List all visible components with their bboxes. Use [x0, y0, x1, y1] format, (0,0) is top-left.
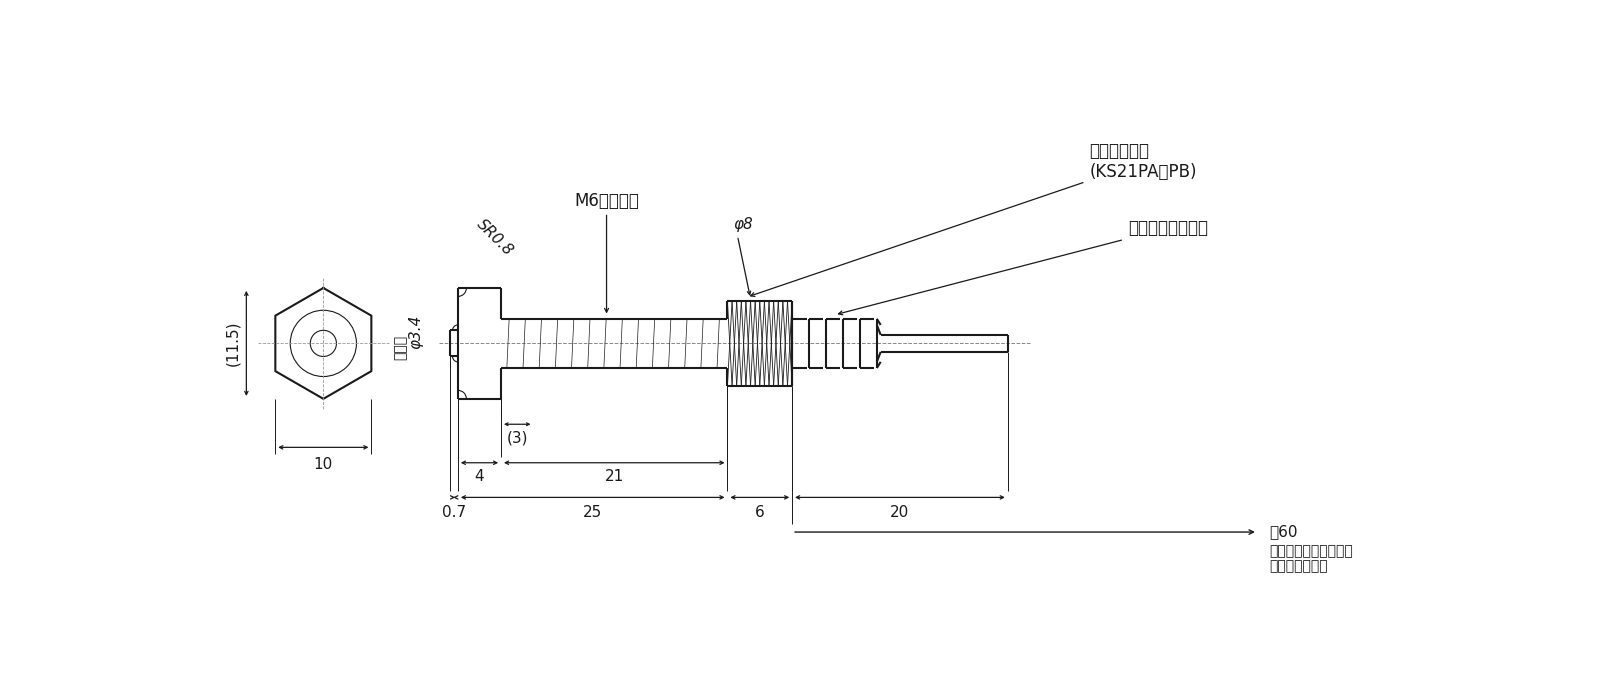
Text: 10: 10: [314, 457, 333, 472]
Text: M6（並目）: M6（並目）: [574, 192, 638, 210]
Text: φ3.4: φ3.4: [408, 315, 422, 349]
Text: コードプロテクタ: コードプロテクタ: [1128, 219, 1208, 237]
Text: 0.7: 0.7: [442, 505, 466, 520]
Text: 平面部: 平面部: [394, 335, 406, 360]
Text: 20: 20: [890, 505, 909, 520]
Text: (KS21PA／PB): (KS21PA／PB): [1090, 163, 1197, 182]
Text: カートリッジ取外しに: カートリッジ取外しに: [1269, 544, 1354, 558]
Text: 21: 21: [605, 469, 624, 484]
Text: カートリッジ: カートリッジ: [1090, 142, 1149, 160]
Text: (3): (3): [507, 430, 528, 445]
Text: 顄60: 顄60: [1269, 524, 1298, 539]
Text: 4: 4: [475, 469, 485, 484]
Text: SR0.8: SR0.8: [474, 217, 515, 259]
Text: 要するスペース: 要するスペース: [1269, 560, 1328, 574]
Text: (11.5): (11.5): [226, 321, 240, 366]
Text: 6: 6: [755, 505, 765, 520]
Text: φ8: φ8: [734, 216, 754, 232]
Text: 25: 25: [582, 505, 602, 520]
